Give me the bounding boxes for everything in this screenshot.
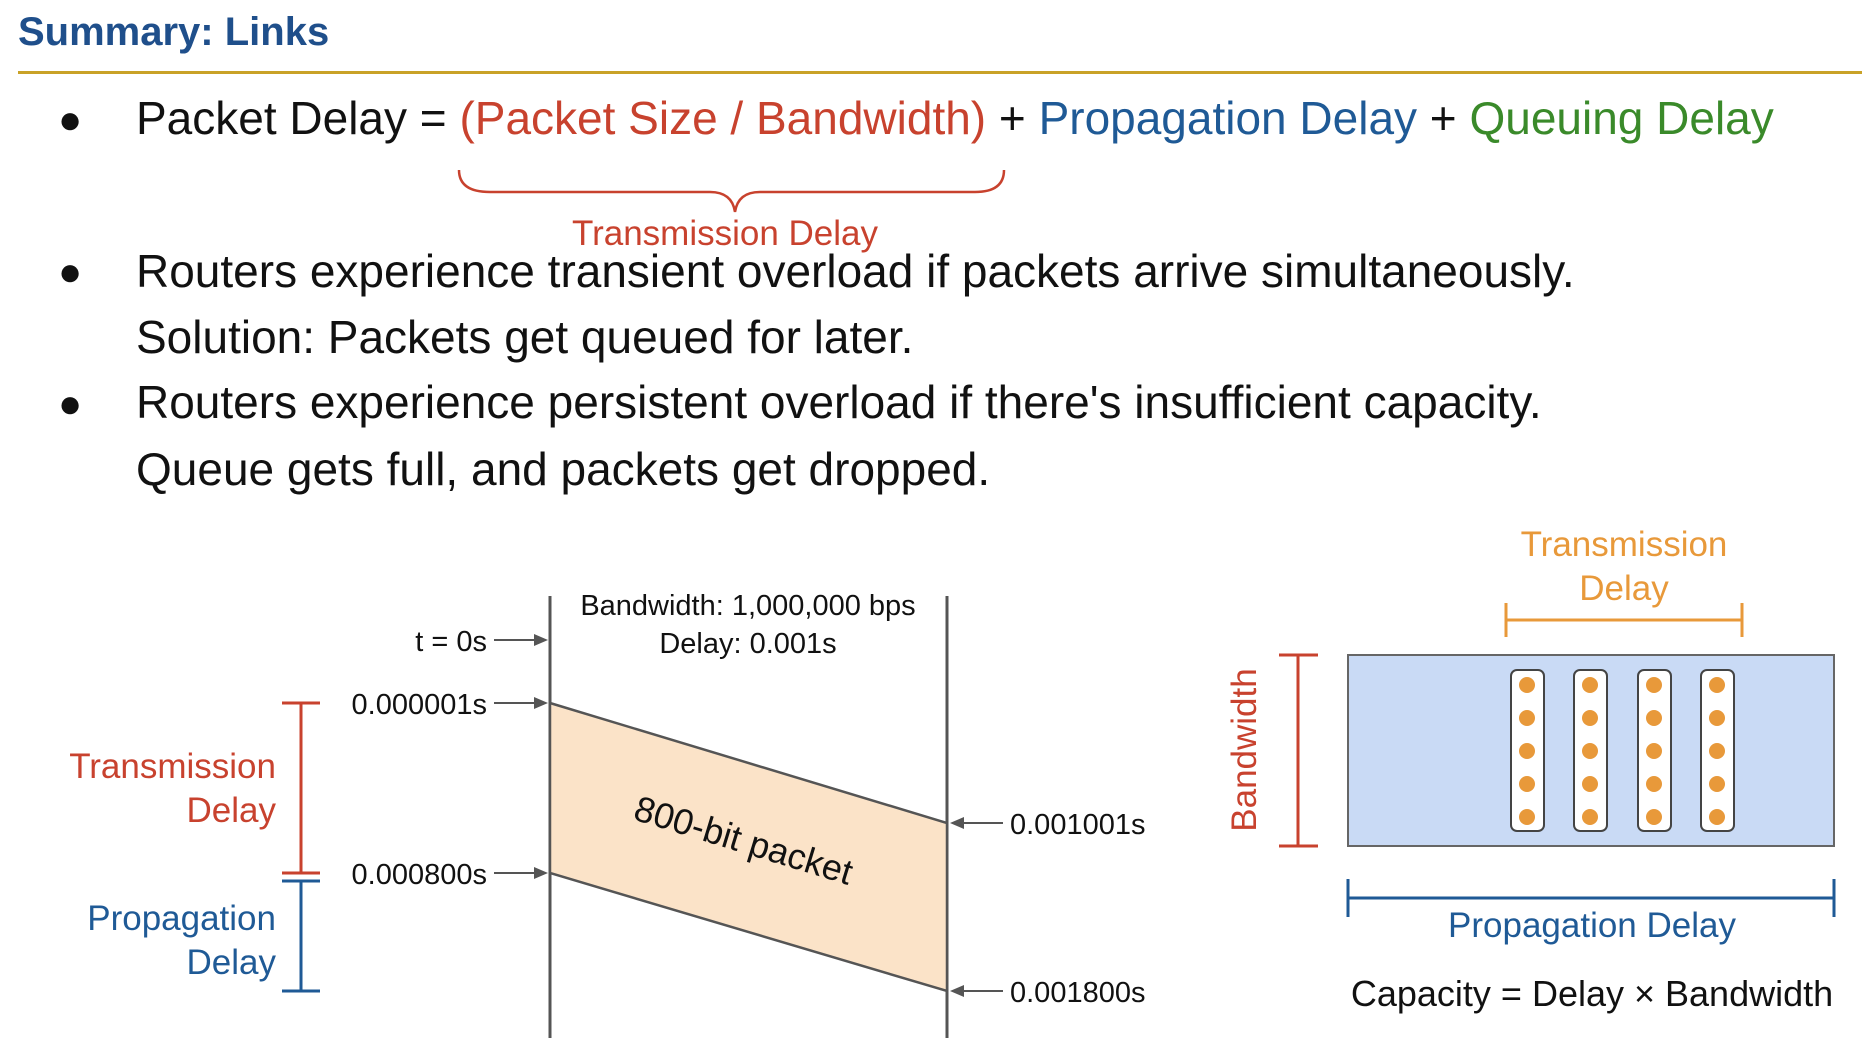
bit-dot <box>1519 677 1535 693</box>
packet-delay-formula: Packet Delay = (Packet Size / Bandwidth)… <box>136 95 1774 141</box>
formula-queuing-term: Queuing Delay <box>1469 92 1774 144</box>
link-bandwidth-label: Bandwidth: 1,000,000 bps <box>580 590 915 622</box>
bullet-marker-3: ● <box>58 382 83 426</box>
propagation-delay-label-1: Propagation <box>87 899 276 938</box>
bit-dot <box>1582 776 1598 792</box>
bit-dot <box>1646 809 1662 825</box>
bandwidth-label: Bandwidth <box>1225 668 1264 831</box>
t0-arrowhead <box>534 634 548 646</box>
formula-plus-1: + <box>986 92 1039 144</box>
bullet-marker-1: ● <box>58 98 83 142</box>
formula-transmission-term: (Packet Size / Bandwidth) <box>459 92 987 144</box>
formula-prefix: Packet Delay = <box>136 92 460 144</box>
bit-dot <box>1582 710 1598 726</box>
transmission-delay-label-1: Transmission <box>69 747 276 786</box>
time-t0-label: t = 0s <box>415 626 487 658</box>
transmission-delay-label-2: Delay <box>187 791 277 830</box>
pipe-transmission-label-1: Transmission <box>1521 525 1728 564</box>
bit-dot <box>1519 710 1535 726</box>
bit-dot <box>1709 677 1725 693</box>
time-last-bit-sent-label: 0.000800s <box>352 859 487 891</box>
pipe-transmission-label-2: Delay <box>1579 569 1669 608</box>
page-title: Summary: Links <box>18 10 330 54</box>
time-first-bit-sent-label: 0.000001s <box>352 689 487 721</box>
bit-dot <box>1582 743 1598 759</box>
bullet-marker-2: ● <box>58 250 83 294</box>
pipe-propagation-label: Propagation Delay <box>1448 906 1736 945</box>
bit-dot <box>1519 809 1535 825</box>
bullet-3-line-2: Queue gets full, and packets get dropped… <box>136 443 991 495</box>
link-delay-label: Delay: 0.001s <box>659 628 836 660</box>
propagation-delay-label-2: Delay <box>187 943 277 982</box>
bit-dot <box>1519 743 1535 759</box>
bullet-2-line-1: Routers experience transient overload if… <box>136 245 1575 297</box>
bit-dot <box>1709 809 1725 825</box>
capacity-formula: Capacity = Delay × Bandwidth <box>1351 973 1833 1014</box>
bit-dot <box>1646 710 1662 726</box>
formula-propagation-term: Propagation Delay <box>1038 92 1418 144</box>
bit-dot <box>1646 776 1662 792</box>
time-first-bit-arrive-label: 0.001001s <box>1010 809 1145 841</box>
bullet-2-line-2: Solution: Packets get queued for later. <box>136 311 914 363</box>
time-last-bit-arrive-label: 0.001800s <box>1010 977 1145 1009</box>
last-bit-arrive-arrowhead <box>950 985 964 997</box>
bit-dot <box>1646 677 1662 693</box>
brace-transmission-label: Transmission Delay <box>572 214 879 253</box>
bit-dot <box>1709 743 1725 759</box>
first-bit-sent-arrowhead <box>534 697 548 709</box>
title-divider <box>18 71 1862 74</box>
formula-plus-2: + <box>1417 92 1470 144</box>
bit-dot <box>1582 809 1598 825</box>
bit-dot <box>1709 776 1725 792</box>
bit-dot <box>1519 776 1535 792</box>
last-bit-sent-arrowhead <box>534 867 548 879</box>
pipe-packets <box>1510 669 1735 832</box>
packet-parallelogram <box>548 701 949 993</box>
bit-dot <box>1646 743 1662 759</box>
bit-dot <box>1582 677 1598 693</box>
bullet-3-line-1: Routers experience persistent overload i… <box>136 376 1542 428</box>
first-bit-arrive-arrowhead <box>950 817 964 829</box>
bit-dot <box>1709 710 1725 726</box>
transmission-brace <box>457 169 1006 213</box>
